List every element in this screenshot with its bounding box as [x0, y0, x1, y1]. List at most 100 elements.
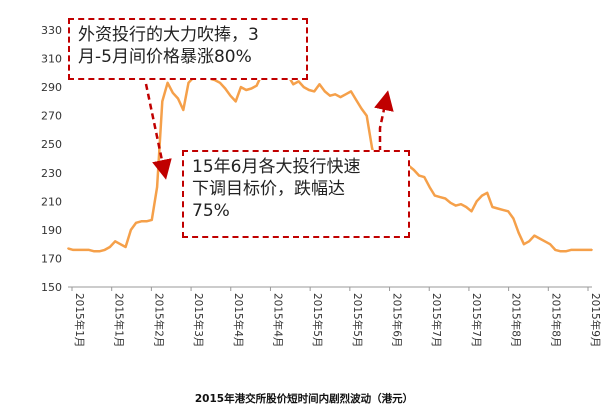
price-data-point: [481, 194, 483, 197]
price-data-point: [580, 249, 583, 251]
price-data-point: [533, 234, 536, 237]
price-data-point: [302, 86, 305, 88]
price-data-point: [454, 204, 457, 207]
price-data-point: [234, 100, 237, 103]
price-data-point: [166, 81, 169, 84]
price-data-point: [114, 240, 117, 243]
price-data-point: [308, 89, 310, 91]
price-data-point: [140, 220, 143, 223]
y-tick-label: 250: [41, 138, 62, 151]
price-data-point: [523, 243, 525, 246]
price-data-point: [444, 197, 447, 200]
annotation-surge-line-1: 外资投行的大力吹捧，3: [78, 25, 259, 45]
price-data-point: [150, 219, 153, 221]
price-data-point: [187, 81, 190, 84]
price-data-point: [350, 90, 352, 93]
price-data-point: [119, 243, 122, 246]
price-data-point: [313, 90, 316, 93]
price-data-point: [460, 203, 462, 206]
x-tick-label: 2015年4月: [232, 293, 245, 347]
price-data-point: [528, 240, 530, 243]
price-data-point: [318, 83, 321, 86]
price-data-point: [156, 186, 159, 189]
price-data-point: [512, 217, 515, 220]
price-data-point: [297, 80, 300, 83]
y-tick-label: 310: [41, 53, 62, 66]
annotation-downgrade-line-2: 下调目标价，跌幅达: [192, 179, 345, 199]
x-tick-label: 2015年4月: [271, 293, 284, 347]
y-tick-label: 170: [41, 252, 62, 265]
price-data-point: [339, 96, 342, 98]
x-tick-label: 2015年8月: [549, 293, 562, 347]
annotation-downgrade-line-1: 15年6月各大投行快速: [192, 157, 361, 177]
price-data-point: [470, 210, 473, 213]
price-data-point: [67, 247, 69, 250]
price-data-point: [564, 250, 567, 253]
price-data-point: [229, 94, 232, 97]
price-data-point: [575, 249, 578, 251]
price-data-point: [171, 91, 174, 94]
x-tick-label: 2015年3月: [192, 293, 205, 347]
price-data-point: [224, 87, 227, 90]
annotation-downgrade-line-3: 75%: [192, 201, 230, 221]
chart-caption: 2015年港交所股价短时间内剧烈波动（港元）: [194, 393, 414, 405]
price-data-point: [465, 206, 468, 208]
price-data-point: [135, 221, 138, 224]
annotation-arrow-2: [374, 90, 394, 152]
price-data-point: [334, 93, 337, 96]
y-tick-label: 290: [41, 81, 62, 94]
annotation-surge-line-2: 月-5月间价格暴涨80%: [78, 47, 252, 67]
price-data-point: [161, 100, 164, 103]
price-data-point: [240, 86, 242, 88]
price-data-point: [486, 191, 489, 194]
price-data-point: [177, 97, 179, 100]
price-data-point: [570, 249, 572, 251]
price-data-point: [93, 250, 96, 253]
y-tick-label: 150: [41, 281, 62, 294]
price-data-point: [355, 99, 358, 101]
price-data-point: [360, 107, 363, 110]
y-tick-label: 330: [41, 24, 62, 37]
price-data-point: [502, 209, 504, 211]
x-tick-label: 2015年5月: [351, 293, 364, 347]
x-tick-label: 2015年2月: [152, 293, 165, 347]
price-data-point: [255, 84, 258, 87]
price-data-point: [245, 89, 248, 91]
x-tick-label: 2015年1月: [113, 293, 126, 347]
price-data-point: [72, 249, 75, 251]
price-data-point: [124, 246, 127, 248]
price-data-point: [292, 83, 295, 86]
x-tick-label: 2015年9月: [589, 293, 602, 347]
price-data-point: [418, 174, 420, 177]
price-data-point: [250, 87, 253, 90]
price-data-point: [517, 231, 520, 234]
price-data-point: [344, 93, 347, 96]
y-tick-label: 230: [41, 167, 62, 180]
y-tick-label: 270: [41, 110, 62, 123]
x-tick-label: 2015年1月: [73, 293, 86, 347]
price-data-point: [182, 109, 185, 111]
y-tick-label: 190: [41, 224, 62, 237]
price-data-point: [109, 246, 111, 248]
price-data-point: [496, 207, 499, 210]
price-data-point: [423, 176, 426, 179]
price-data-point: [491, 206, 494, 208]
x-tick-label: 2015年8月: [510, 293, 523, 347]
price-data-point: [428, 186, 431, 189]
y-tick-label: 210: [41, 195, 62, 208]
price-data-point: [103, 249, 106, 251]
price-data-point: [559, 250, 562, 253]
price-data-point: [549, 243, 551, 246]
price-data-point: [585, 249, 588, 251]
price-data-point: [538, 237, 541, 240]
price-data-point: [507, 210, 510, 213]
annotation-box-downgrade: 15年6月各大投行快速 下调目标价，跌幅达 75%: [182, 150, 410, 238]
price-data-point: [145, 220, 148, 223]
x-tick-label: 2015年7月: [430, 293, 443, 347]
price-data-point: [475, 200, 478, 203]
price-data-point: [412, 169, 415, 171]
x-tick-label: 2015年5月: [311, 293, 324, 347]
price-data-point: [88, 249, 90, 251]
price-data-point: [554, 249, 557, 251]
price-data-point: [219, 81, 221, 84]
